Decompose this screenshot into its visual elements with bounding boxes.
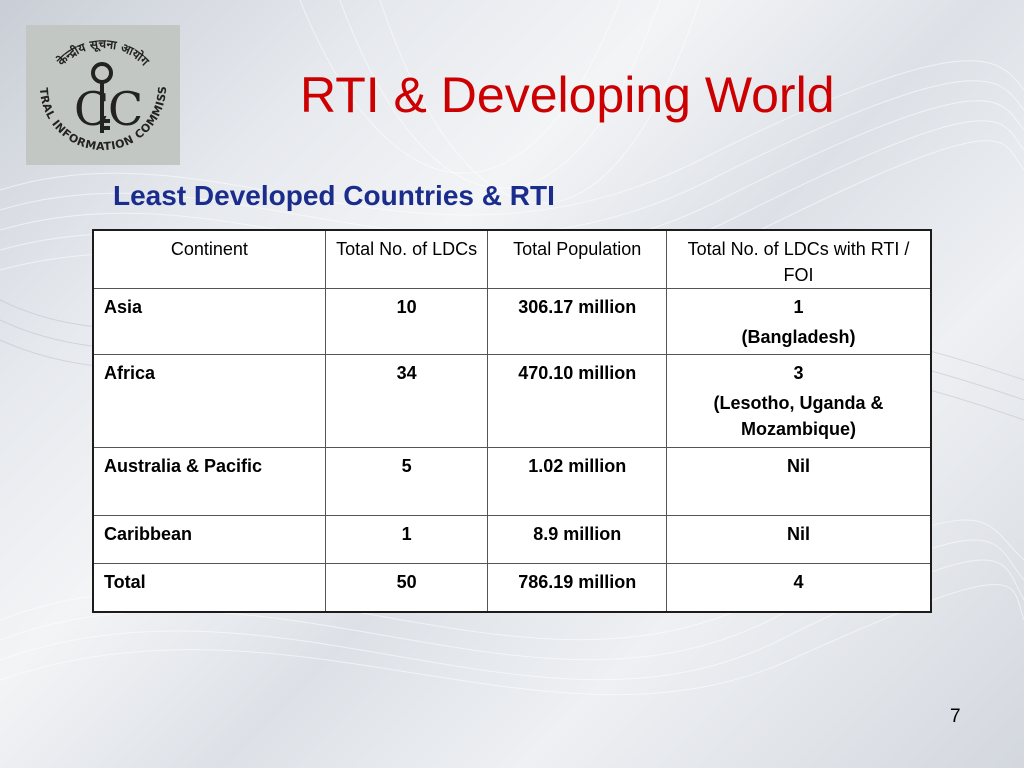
cell-continent: Asia: [92, 288, 326, 356]
page-number: 7: [950, 706, 961, 727]
header-total-ldcs: Total No. of LDCs: [324, 229, 489, 290]
cell-population: 1.02 million: [487, 447, 668, 517]
table-row: Asia 10 306.17 million 1 (Bangladesh): [92, 288, 932, 356]
cell-rti: 4: [666, 563, 932, 613]
cell-continent: Australia & Pacific: [92, 447, 326, 517]
cell-ldcs: 34: [324, 354, 489, 449]
cell-rti: 3 (Lesotho, Uganda & Mozambique): [666, 354, 932, 449]
table-row: Caribbean 1 8.9 million Nil: [92, 515, 932, 565]
rti-countries: (Lesotho, Uganda & Mozambique): [713, 393, 884, 440]
cell-population: 470.10 million: [487, 354, 668, 449]
cell-continent: Caribbean: [92, 515, 326, 565]
cell-rti: Nil: [666, 515, 932, 565]
cell-population: 306.17 million: [487, 288, 668, 356]
cic-logo: केन्द्रीय सूचना आयोग CENTRAL INFORMATION…: [26, 25, 180, 165]
cell-population: 8.9 million: [487, 515, 668, 565]
table-row: Africa 34 470.10 million 3 (Lesotho, Uga…: [92, 354, 932, 449]
table-row: Australia & Pacific 5 1.02 million Nil: [92, 447, 932, 517]
cell-ldcs: 10: [324, 288, 489, 356]
slide-title: RTI & Developing World: [300, 67, 835, 123]
header-continent: Continent: [92, 229, 326, 290]
cell-population: 786.19 million: [487, 563, 668, 613]
cell-continent: Total: [92, 563, 326, 613]
cell-ldcs: 5: [324, 447, 489, 517]
slide-subtitle: Least Developed Countries & RTI: [113, 180, 555, 211]
table-row-total: Total 50 786.19 million 4: [92, 563, 932, 613]
svg-text:C: C: [108, 82, 143, 136]
rti-count: 3: [793, 363, 804, 384]
cell-rti: 1 (Bangladesh): [666, 288, 932, 356]
cell-rti: Nil: [666, 447, 932, 517]
header-ldcs-with-rti: Total No. of LDCs with RTI / FOI: [666, 229, 932, 290]
key-icon: [91, 62, 113, 133]
rti-count: 1: [793, 297, 804, 318]
header-total-population: Total Population: [487, 229, 668, 290]
rti-countries: (Bangladesh): [741, 327, 856, 348]
table-header-row: Continent Total No. of LDCs Total Popula…: [92, 229, 932, 290]
cell-continent: Africa: [92, 354, 326, 449]
cell-ldcs: 50: [324, 563, 489, 613]
cell-ldcs: 1: [324, 515, 489, 565]
ldc-rti-table: Continent Total No. of LDCs Total Popula…: [92, 229, 932, 614]
